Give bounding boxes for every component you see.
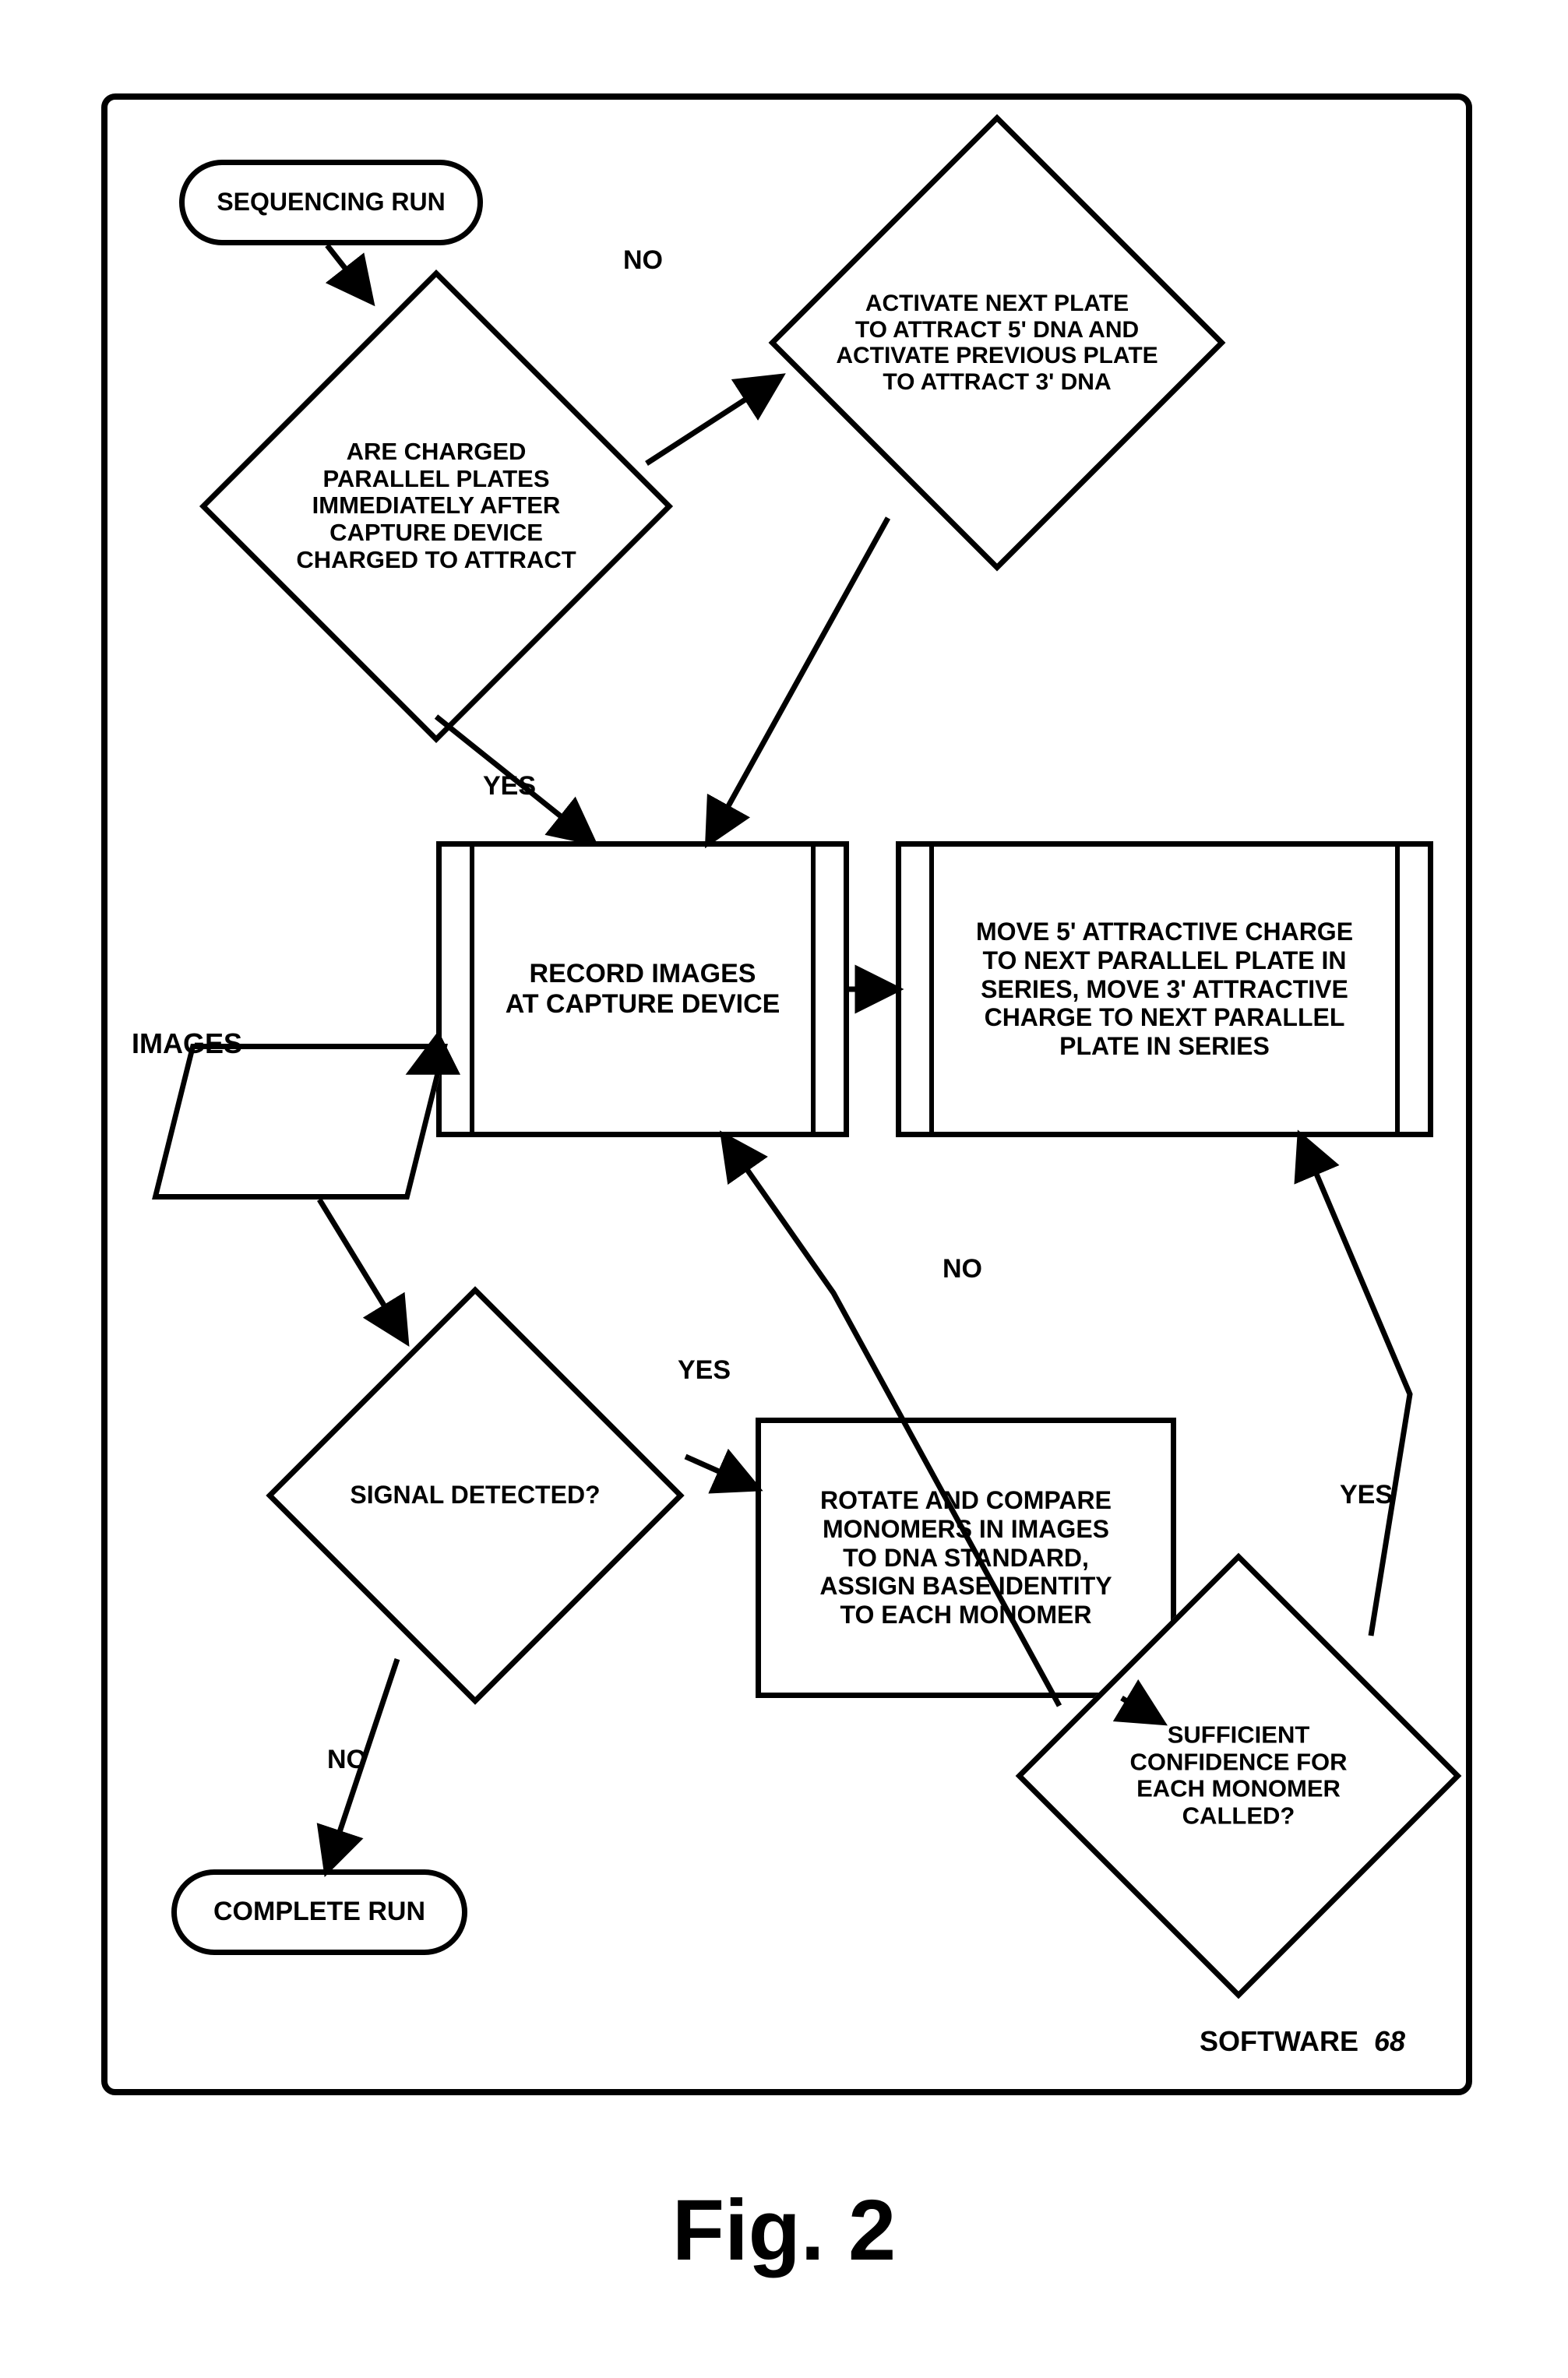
label-d3-yes: YES <box>678 1355 731 1386</box>
decision-plates-charged: ARE CHARGEDPARALLEL PLATESIMMEDIATELY AF… <box>195 265 678 748</box>
decision-confidence-text: SUFFICIENTCONFIDENCE FOREACH MONOMERCALL… <box>1075 1722 1402 1830</box>
label-d4-no: NO <box>943 1254 982 1284</box>
page: SEQUENCING RUN ARE CHARGEDPARALLEL PLATE… <box>31 31 1537 2347</box>
predef-move-charge: MOVE 5' ATTRACTIVE CHARGETO NEXT PARALLE… <box>896 841 1433 1137</box>
decision-confidence: SUFFICIENTCONFIDENCE FOREACH MONOMERCALL… <box>1013 1550 1464 2002</box>
label-d3-no: NO <box>327 1745 367 1775</box>
predef-record-images-text: RECORD IMAGESAT CAPTURE DEVICE <box>506 959 780 1020</box>
decision-activate-plate-text: ACTIVATE NEXT PLATETO ATTRACT 5' DNA AND… <box>779 291 1215 395</box>
terminator-end-text: COMPLETE RUN <box>213 1898 425 1926</box>
label-d4-yes: YES <box>1340 1480 1393 1510</box>
predef-move-charge-text: MOVE 5' ATTRACTIVE CHARGETO NEXT PARALLE… <box>976 918 1353 1061</box>
figure-caption: Fig. 2 <box>31 2181 1537 2280</box>
data-images-text: IMAGES <box>66 966 308 1122</box>
software-label: SOFTWARE 68 <box>1200 2025 1405 2058</box>
decision-signal-detected-text: SIGNAL DETECTED? <box>312 1481 639 1510</box>
decision-activate-plate: ACTIVATE NEXT PLATETO ATTRACT 5' DNA AND… <box>717 125 1277 561</box>
terminator-end: COMPLETE RUN <box>171 1869 467 1955</box>
label-d1-yes: YES <box>483 771 536 801</box>
predef-record-images: RECORD IMAGESAT CAPTURE DEVICE <box>436 841 849 1137</box>
label-d1-no: NO <box>623 245 663 276</box>
terminator-start-text: SEQUENCING RUN <box>217 189 445 216</box>
decision-signal-detected: SIGNAL DETECTED? <box>226 1293 724 1698</box>
decision-plates-charged-text: ARE CHARGEDPARALLEL PLATESIMMEDIATELY AF… <box>234 439 639 574</box>
terminator-start: SEQUENCING RUN <box>179 160 483 245</box>
